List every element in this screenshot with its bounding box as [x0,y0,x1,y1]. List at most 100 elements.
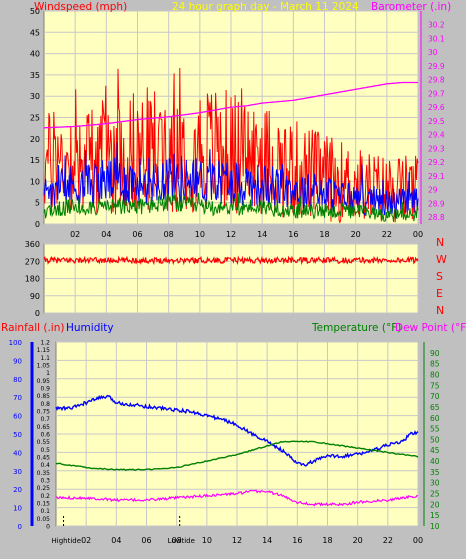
x-tick-label: 06 [141,536,151,545]
temperature-tick-label: 10 [430,522,440,531]
barometer-tick-label: 30 [428,48,438,57]
barometer-tick-label: 29.2 [428,158,445,167]
rain-tick-label: 1.1 [40,355,50,362]
x-tick-label: 08 [164,230,174,239]
temperature-tick-label: 40 [430,457,440,466]
x-tick-label: 10 [195,230,205,239]
x-tick-label: 00 [413,536,423,545]
x-tick-label: 18 [319,230,329,239]
wind-tick-label: 5 [35,199,40,208]
rain-tick-label: 1.2 [40,340,50,347]
rain-tick-label: 0.45 [37,455,51,462]
compass-label: N [436,236,444,249]
rain-tick-label: 0.1 [40,508,50,515]
x-tick-label: 14 [257,230,267,239]
rain-tick-label: 0.9 [40,386,50,393]
rainfall-label: Rainfall (.in) [1,322,64,334]
x-tick-label: 06 [132,230,142,239]
barometer-tick-label: 29.8 [428,76,445,85]
x-tick-label: 02 [70,230,80,239]
temperature-tick-label: 70 [430,392,440,401]
humidity-tick-label: 90 [13,357,22,365]
humidity-tick-label: 80 [13,376,22,384]
x-tick-label: 04 [111,536,121,545]
rain-tick-label: 0.35 [37,470,51,477]
humidity-series [55,394,419,467]
graph-title: 24 hour graph day - March 11 2024 [172,1,359,13]
barometer-tick-label: 29.6 [428,103,445,112]
temperature-series [55,440,419,471]
x-tick-label: 16 [288,230,298,239]
x-tick-label: 14 [262,536,272,545]
rain-tick-label: 0.75 [37,409,51,416]
temperature-tick-label: 30 [430,479,440,488]
dewpoint-label: Dew Point (°F) [395,322,466,334]
rain-tick-label: 0.55 [37,439,51,446]
wind-tick-label: 35 [30,71,40,80]
temperature-tick-label: 25 [430,490,440,499]
humidity-tick-label: 50 [13,431,22,439]
compass-label: S [436,270,443,283]
barometer-tick-label: 29.3 [428,144,445,153]
tide-marker-label: Lowtide [168,537,195,545]
wind-tick-label: 30 [30,92,40,101]
temperature-tick-label: 65 [430,403,440,412]
tide-marker-label: Hightide [52,537,82,545]
wind-tick-label: 45 [30,28,40,37]
temperature-label: Temperature (°F) [311,322,401,334]
x-tick-label: 22 [383,536,393,545]
temperature-tick-label: 80 [430,370,440,379]
rain-tick-label: 0.25 [37,485,51,492]
x-tick-label: 20 [351,230,361,239]
rain-tick-label: 0.15 [37,501,51,508]
x-tick-label: 10 [202,536,212,545]
bottom-grid [56,341,419,527]
direction-series [43,255,419,266]
wind-tick-label: 10 [30,177,40,186]
humidity-tick-label: 10 [13,505,22,513]
x-tick-label: 04 [101,230,111,239]
humidity-tick-label: 100 [9,339,22,347]
rain-tick-label: 0.8 [40,401,50,408]
x-tick-label: 18 [322,536,332,545]
wind-tick-label: 25 [30,114,40,123]
rain-tick-label: 0.95 [37,378,51,385]
low-wind-series [43,192,419,222]
barometer-tick-label: 30.1 [428,34,445,43]
barometer-tick-label: 29 [428,186,438,195]
x-tick-label: 22 [382,230,392,239]
compass-label: W [436,253,447,266]
rain-tick-label: 0.85 [37,393,51,400]
wind-tick-label: 15 [30,156,40,165]
compass-label: N [436,304,444,317]
rain-tick-label: 0.4 [40,462,50,469]
barometer-tick-label: 28.9 [428,199,445,208]
temperature-tick-label: 35 [430,468,440,477]
humidity-tick-label: 70 [13,394,22,402]
barometer-tick-label: 29.5 [428,117,445,126]
temperature-tick-label: 90 [430,349,440,358]
x-tick-label: 20 [353,536,363,545]
temperature-tick-label: 50 [430,435,440,444]
humidity-tick-label: 40 [13,449,22,457]
rain-tick-label: 0.6 [40,432,50,439]
x-tick-label: 08 [172,536,182,545]
humidity-label: Humidity [66,322,114,334]
barometer-tick-label: 29.7 [428,89,445,98]
humidity-tick-label: 60 [13,413,22,421]
wind-tick-label: 20 [30,135,40,144]
direction-series [43,255,419,266]
rain-tick-label: 0.2 [40,493,50,500]
compass-label: E [436,287,443,300]
x-tick-label: 16 [292,536,302,545]
temperature-tick-label: 60 [430,414,440,423]
barometer-series [43,81,418,129]
temperature-tick-label: 85 [430,360,440,369]
gust-series [43,67,419,224]
x-tick-label: 12 [232,536,242,545]
barometer-tick-label: 28.8 [428,213,445,222]
direction-tick-label: 270 [25,257,40,266]
